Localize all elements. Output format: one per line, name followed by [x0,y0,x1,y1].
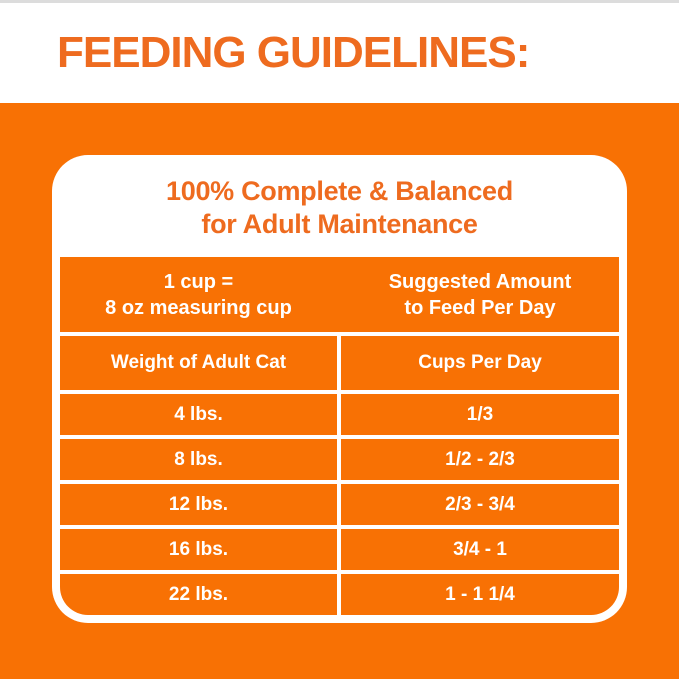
suggested-amount-line1: Suggested Amount [388,270,572,293]
table-row: 12 lbs. 2/3 - 3/4 [60,484,619,525]
cups-cell: 1/2 - 2/3 [445,448,515,470]
table-row: 4 lbs. 1/3 [60,394,619,435]
page-title: FEEDING GUIDELINES: [57,28,530,77]
top-edge-line [0,0,679,3]
weight-cell: 22 lbs. [60,574,341,615]
weight-cell: 12 lbs. [60,484,341,525]
cup-measure-line2: 8 oz measuring cup [105,296,292,319]
weight-cell: 4 lbs. [60,394,341,435]
weight-cell: 8 lbs. [60,439,341,480]
cups-cell: 2/3 - 3/4 [445,493,515,515]
suggested-amount-line2: to Feed Per Day [404,296,556,319]
cups-cell: 1/3 [466,403,494,425]
table-row: 16 lbs. 3/4 - 1 [60,529,619,570]
column-header-cups: Cups Per Day [418,352,542,373]
cups-cell: 3/4 - 1 [453,538,507,560]
table-row: 22 lbs. 1 - 1 1/4 [60,574,619,615]
measuring-info-row: 1 cup = 8 oz measuring cup Suggested Amo… [60,257,619,332]
card-title-line1: 100% Complete & Balanced [166,176,513,206]
feeding-table-card: 100% Complete & Balanced for Adult Maint… [52,155,627,623]
card-title-line2: for Adult Maintenance [201,209,478,239]
cup-measure-note: 1 cup = 8 oz measuring cup [60,257,341,332]
weight-cell: 16 lbs. [60,529,341,570]
column-header-weight: Weight of Adult Cat [60,336,341,390]
table-row: 8 lbs. 1/2 - 2/3 [60,439,619,480]
cups-cell: 1 - 1 1/4 [445,583,515,605]
suggested-amount-note: Suggested Amount to Feed Per Day [341,257,619,332]
cup-measure-line1: 1 cup = [163,270,234,293]
header-band: FEEDING GUIDELINES: [0,3,679,103]
card-title: 100% Complete & Balanced for Adult Maint… [60,163,619,253]
column-header-row: Weight of Adult Cat Cups Per Day [60,336,619,390]
orange-background: 100% Complete & Balanced for Adult Maint… [0,103,679,679]
feeding-table: 100% Complete & Balanced for Adult Maint… [60,163,619,615]
